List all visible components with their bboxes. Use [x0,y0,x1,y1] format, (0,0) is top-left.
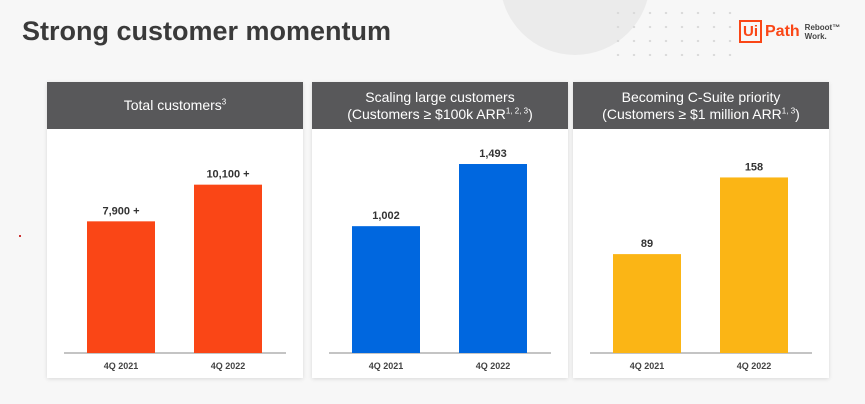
panel-title: Becoming C-Suite priority [621,88,781,105]
bar-value-label: 7,900 + [102,205,139,217]
panel-header: Scaling large customers (Customers ≥ $10… [312,82,568,129]
panel-header: Becoming C-Suite priority (Customers ≥ $… [573,82,829,129]
bar-value-label: 89 [641,238,653,250]
panel-subtitle: (Customers ≥ $1 million ARR1, 3) [602,105,800,122]
decorative-dot-grid [610,6,740,56]
bar-value-label: 1,002 [372,210,400,222]
bar-value-label: 10,100 + [206,169,249,181]
uipath-logo: Ui Path Reboot™ Work. [739,20,840,43]
bar-4q-2022 [194,184,262,353]
x-tick-label: 4Q 2022 [476,361,511,371]
logo-tagline-line-1: Reboot™ [804,22,841,32]
slide-title: Strong customer momentum [22,16,392,46]
logo-path-text: Path [765,22,800,40]
x-tick-label: 4Q 2021 [630,361,665,371]
panel-total-customers: Total customers3 7,900 + 4Q 2021 10,100 + 4… [47,82,303,378]
panel-scaling-large-customers: Scaling large customers (Customers ≥ $10… [312,82,568,378]
stray-mark [19,235,21,237]
logo-box: Ui [739,20,762,43]
x-tick-label: 4Q 2022 [737,361,772,371]
panel-title: Total customers3 [123,97,227,113]
bar-4q-2021 [87,221,155,353]
bar-4q-2022 [720,177,788,353]
x-tick-label: 4Q 2022 [211,361,246,371]
logo-tagline: Reboot™ Work. [805,23,841,41]
panel-c-suite-priority: Becoming C-Suite priority (Customers ≥ $… [573,82,829,378]
bar-4q-2021 [613,254,681,353]
chart-scaling-large-customers: 1,002 4Q 2021 1,493 4Q 2022 [329,148,551,371]
bar-4q-2022 [459,164,527,353]
bar-value-label: 158 [745,161,763,173]
x-tick-label: 4Q 2021 [104,361,139,371]
panel-subtitle: (Customers ≥ $100k ARR1, 2, 3) [347,105,533,122]
panel-header: Total customers3 [47,82,303,129]
x-tick-label: 4Q 2021 [369,361,404,371]
chart-total-customers: 7,900 + 4Q 2021 10,100 + 4Q 2022 [64,169,286,371]
logo-tagline-line-2: Work. [804,31,827,41]
bar-4q-2021 [352,226,420,353]
bar-value-label: 1,493 [479,148,507,160]
panel-title: Scaling large customers [365,88,515,105]
chart-c-suite-priority: 89 4Q 2021 158 4Q 2022 [590,161,812,371]
